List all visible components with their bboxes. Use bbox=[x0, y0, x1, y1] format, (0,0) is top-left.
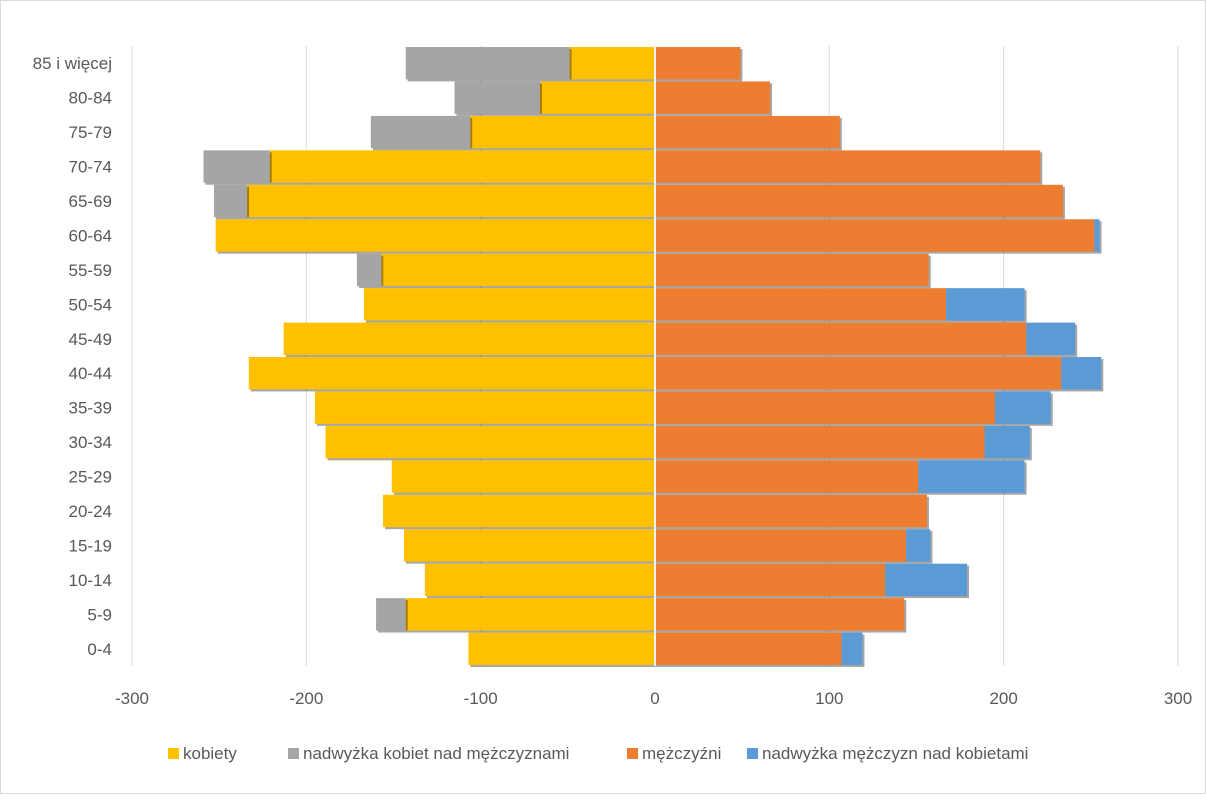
legend: kobiety nadwyżka kobiet nad mężczyznami mę… bbox=[168, 744, 1028, 763]
bar-mezczyzni-50-54 bbox=[655, 288, 947, 321]
x-tick-label: 100 bbox=[815, 689, 843, 708]
x-tick-label: 200 bbox=[989, 689, 1017, 708]
bar-nadwyzka-kobiet-nad-mezczyznami-55-59 bbox=[356, 253, 382, 287]
bar-mezczyzni-55-59 bbox=[655, 253, 929, 287]
bar-nadwyzka-kobiet-nad-mezczyznami-70-74 bbox=[203, 150, 270, 183]
legend-swatch bbox=[627, 748, 638, 759]
bar-mezczyzni-80-84 bbox=[655, 81, 771, 114]
x-tick-label: 0 bbox=[650, 689, 659, 708]
x-tick-label: 300 bbox=[1164, 689, 1192, 708]
bar-mezczyzni-35-39 bbox=[655, 391, 995, 424]
bar-nadwyzka-kobiet-nad-mezczyznami-75-79 bbox=[370, 115, 471, 149]
bar-kobiety-60-64 bbox=[215, 219, 655, 252]
category-label: 20-24 bbox=[69, 502, 112, 521]
bar-nadwyzka-mezczyzn-nad-kobietami-60-64 bbox=[1094, 219, 1100, 252]
category-label: 25-29 bbox=[69, 468, 112, 487]
bar-mezczyzni-5-9 bbox=[655, 598, 905, 631]
bar-nadwyzka-mezczyzn-nad-kobietami-25-29 bbox=[918, 460, 1025, 493]
legend-swatch bbox=[747, 748, 758, 759]
bar-mezczyzni-60-64 bbox=[655, 219, 1095, 252]
bar-kobiety-10-14 bbox=[424, 563, 655, 597]
legend-label: nadwyżka mężczyzn nad kobietami bbox=[762, 744, 1028, 763]
category-label: 60-64 bbox=[69, 226, 112, 245]
category-label: 5-9 bbox=[87, 605, 112, 624]
legend-item-mezczyzni: mężczyźni bbox=[627, 744, 721, 763]
x-tick-label: -100 bbox=[464, 689, 498, 708]
x-tick-label: -200 bbox=[289, 689, 323, 708]
bar-nadwyzka-mezczyzn-nad-kobietami-40-44 bbox=[1061, 357, 1102, 390]
bar-nadwyzka-kobiet-nad-mezczyznami-65-69 bbox=[213, 184, 248, 218]
bar-mezczyzni-20-24 bbox=[655, 494, 927, 528]
legend-swatch bbox=[168, 748, 179, 759]
category-label: 50-54 bbox=[69, 295, 112, 314]
bar-kobiety-15-19 bbox=[403, 529, 655, 562]
bars bbox=[203, 47, 1104, 667]
x-tick-label: -300 bbox=[115, 689, 149, 708]
bar-kobiety-45-49 bbox=[283, 322, 655, 355]
bar-mezczyzni-30-34 bbox=[655, 425, 985, 459]
bar-kobiety-55-59 bbox=[381, 253, 655, 287]
category-label: 45-49 bbox=[69, 330, 112, 349]
bar-kobiety-0-4 bbox=[468, 632, 655, 665]
category-label: 40-44 bbox=[69, 364, 112, 383]
bar-kobiety-25-29 bbox=[391, 460, 655, 493]
bar-kobiety-70-74 bbox=[269, 150, 655, 183]
bar-kobiety-5-9 bbox=[405, 598, 655, 631]
legend-label: kobiety bbox=[183, 744, 237, 763]
bar-nadwyzka-mezczyzn-nad-kobietami-30-34 bbox=[984, 425, 1030, 459]
bar-nadwyzka-kobiet-nad-mezczyznami-85-i-wiecej bbox=[405, 47, 570, 80]
bar-nadwyzka-mezczyzn-nad-kobietami-15-19 bbox=[906, 529, 931, 562]
bar-kobiety-80-84 bbox=[539, 81, 655, 114]
bar-kobiety-75-79 bbox=[470, 115, 655, 149]
bar-mezczyzni-85-i-wiecej bbox=[655, 47, 741, 80]
category-label: 35-39 bbox=[69, 399, 112, 418]
bar-mezczyzni-25-29 bbox=[655, 460, 919, 493]
bar-nadwyzka-kobiet-nad-mezczyznami-80-84 bbox=[454, 81, 540, 114]
category-label: 15-19 bbox=[69, 536, 112, 555]
bar-mezczyzni-65-69 bbox=[655, 184, 1063, 218]
bar-kobiety-65-69 bbox=[247, 184, 655, 218]
bar-kobiety-40-44 bbox=[248, 357, 655, 390]
bar-mezczyzni-75-79 bbox=[655, 115, 840, 149]
category-label: 75-79 bbox=[69, 123, 112, 142]
axes: 0-4 5-9 10-14 15-19 20-24 25-29 30-34 35-39 40-4… bbox=[33, 46, 1192, 708]
bar-kobiety-35-39 bbox=[315, 391, 655, 424]
bar-kobiety-30-34 bbox=[325, 425, 655, 459]
category-label: 10-14 bbox=[69, 571, 112, 590]
bar-mezczyzni-0-4 bbox=[655, 632, 842, 665]
bar-kobiety-85-i-wiecej bbox=[569, 47, 655, 80]
legend-item-kobiety: kobiety bbox=[168, 744, 237, 763]
category-label: 85 i więcej bbox=[33, 54, 112, 73]
bar-mezczyzni-40-44 bbox=[655, 357, 1062, 390]
legend-label: nadwyżka kobiet nad mężczyznami bbox=[303, 744, 569, 763]
bar-nadwyzka-mezczyzn-nad-kobietami-50-54 bbox=[946, 288, 1025, 321]
bar-mezczyzni-15-19 bbox=[655, 529, 907, 562]
legend-swatch bbox=[288, 748, 299, 759]
category-label: 80-84 bbox=[69, 89, 112, 108]
bar-nadwyzka-mezczyzn-nad-kobietami-0-4 bbox=[841, 632, 863, 665]
legend-item-nadwyzka-kobiet-nad-mezczyznami: nadwyżka kobiet nad mężczyznami bbox=[288, 744, 569, 763]
legend-label: mężczyźni bbox=[642, 744, 721, 763]
bar-mezczyzni-70-74 bbox=[655, 150, 1041, 183]
bar-nadwyzka-kobiet-nad-mezczyznami-5-9 bbox=[376, 598, 406, 631]
bar-mezczyzni-10-14 bbox=[655, 563, 886, 597]
category-label: 55-59 bbox=[69, 261, 112, 280]
legend-item-nadwyzka-mezczyzn-nad-kobietami: nadwyżka mężczyzn nad kobietami bbox=[747, 744, 1028, 763]
category-label: 30-34 bbox=[69, 433, 112, 452]
bar-nadwyzka-mezczyzn-nad-kobietami-35-39 bbox=[994, 391, 1051, 424]
category-label: 70-74 bbox=[69, 158, 112, 177]
bar-nadwyzka-mezczyzn-nad-kobietami-45-49 bbox=[1026, 322, 1076, 355]
bar-mezczyzni-45-49 bbox=[655, 322, 1027, 355]
bar-kobiety-20-24 bbox=[383, 494, 655, 528]
gridlines bbox=[131, 46, 1179, 666]
bar-kobiety-50-54 bbox=[363, 288, 655, 321]
bar-nadwyzka-mezczyzn-nad-kobietami-10-14 bbox=[885, 563, 968, 597]
category-label: 0-4 bbox=[87, 640, 112, 659]
category-label: 65-69 bbox=[69, 192, 112, 211]
